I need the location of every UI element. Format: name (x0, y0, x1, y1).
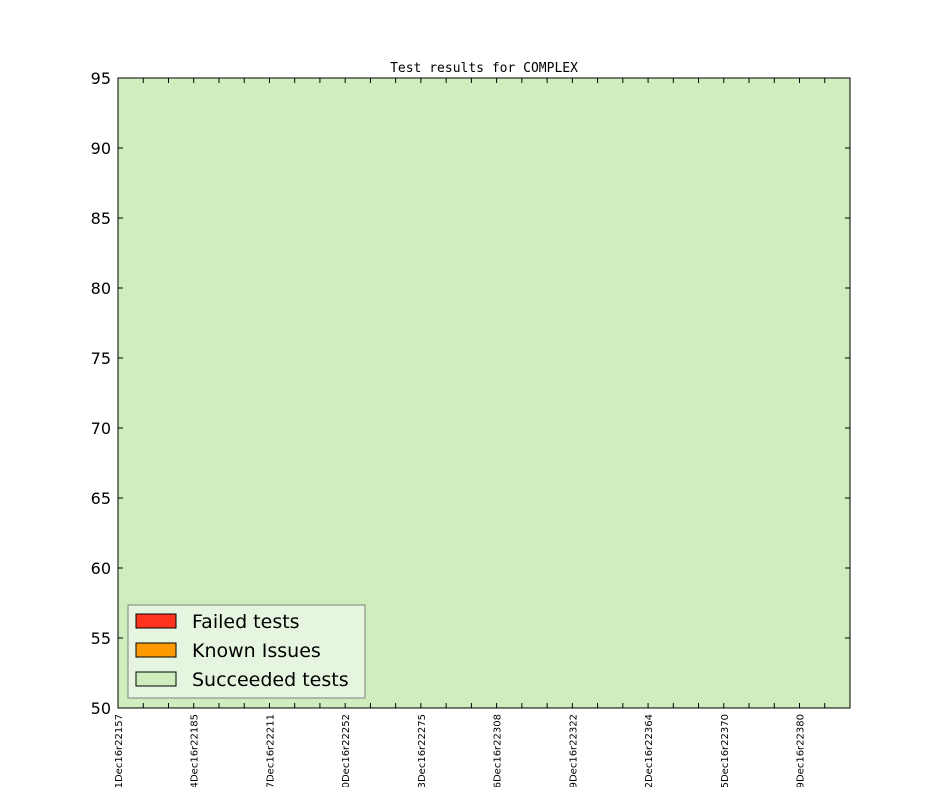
y-tick-label: 60 (91, 559, 111, 578)
x-tick-label: 9Dec16r22322 (568, 714, 579, 787)
area-succeeded-tests (118, 78, 850, 708)
legend-swatch (135, 642, 177, 658)
y-tick-label: 65 (91, 489, 111, 508)
plot-frame (117, 77, 851, 709)
legend-label: Known Issues (192, 640, 321, 662)
x-tick-label: 7Dec16r22211 (265, 714, 276, 787)
x-tick-label: 5Dec16r22370 (720, 714, 731, 787)
x-tick-label: 0Dec16r22252 (341, 714, 352, 787)
x-tick-label: 6Dec16r22308 (493, 714, 504, 787)
x-tick-label: 3Dec16r22275 (417, 714, 428, 787)
legend: Failed tests Known Issues Succeeded tests (127, 604, 366, 699)
legend-swatch (135, 613, 177, 629)
legend-swatch (135, 671, 177, 687)
y-tick-label: 55 (91, 629, 111, 648)
legend-label: Succeeded tests (192, 669, 349, 691)
y-tick-label: 50 (91, 699, 111, 718)
y-tick-label: 80 (91, 279, 111, 298)
y-tick-label: 90 (91, 139, 111, 158)
y-tick-label: 95 (91, 69, 111, 88)
legend-label: Failed tests (192, 611, 300, 633)
x-tick-label: 2Dec16r22364 (644, 714, 655, 787)
chart-title: Test results for COMPLEX (390, 61, 578, 76)
x-tick-label: 1Dec16r22157 (114, 714, 125, 787)
x-tick-label: 4Dec16r22185 (190, 714, 201, 787)
x-tick-label: 9Dec16r22380 (796, 714, 807, 787)
y-tick-label: 70 (91, 419, 111, 438)
y-tick-label: 85 (91, 209, 111, 228)
y-tick-label: 75 (91, 349, 111, 368)
